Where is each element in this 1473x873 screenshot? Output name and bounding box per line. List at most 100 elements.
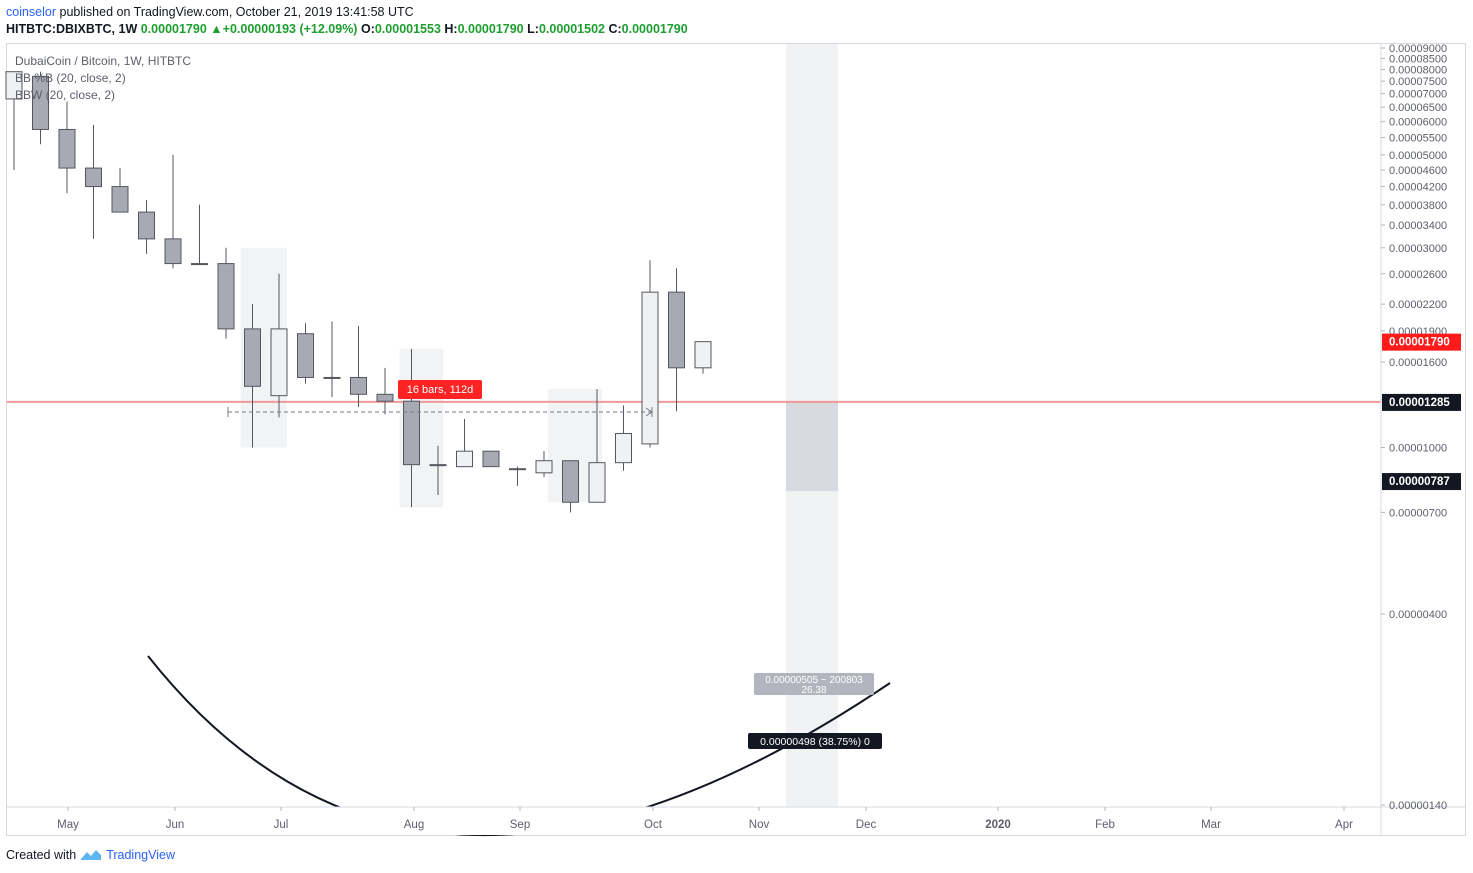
date-range-label: 16 bars, 112d [407, 384, 473, 396]
y-tick-label: 0.00005500 [1389, 133, 1447, 145]
low-value: 0.00001502 [538, 22, 605, 36]
x-tick-label: Jun [166, 819, 185, 831]
y-tick-label: 0.00000400 [1389, 609, 1447, 621]
last-price-badge [1382, 333, 1461, 351]
y-tick-label: 0.00003400 [1389, 220, 1447, 232]
candle [588, 462, 606, 503]
close-value: 0.00001790 [621, 22, 688, 36]
ohlc-line: HITBTC:DBIXBTC, 1W 0.00001790 ▲+0.000001… [6, 22, 688, 36]
x-tick-label: Aug [404, 819, 424, 831]
measure-band [786, 401, 838, 492]
legend-title: DubaiCoin / Bitcoin, 1W, HITBTC [15, 54, 192, 68]
open-value: 0.00001553 [374, 22, 441, 36]
x-tick-label: Oct [644, 819, 663, 831]
candle [244, 328, 261, 387]
time-axis-bg [7, 807, 1381, 835]
measure-bottom-badge [748, 733, 882, 749]
candle [111, 186, 129, 213]
y-tick-label: 0.00004200 [1389, 182, 1447, 194]
date-range-badge [398, 380, 482, 399]
y-tick-label: 0.00008000 [1389, 64, 1447, 76]
author-link[interactable]: coinselor [6, 5, 57, 19]
low-label: L: [527, 22, 539, 36]
x-tick-label: Nov [749, 819, 770, 831]
candle [482, 450, 500, 468]
measure-top-label-2: 26.38 [801, 685, 826, 696]
candle [509, 468, 526, 471]
x-tick-label: Jul [274, 819, 289, 831]
low-price-badge [1382, 473, 1461, 491]
y-tick-label: 0.00005000 [1389, 150, 1447, 162]
tradingview-logo-icon [81, 850, 102, 860]
last-price: 0.00001790 [140, 22, 207, 36]
y-tick-label: 0.00003000 [1389, 243, 1447, 255]
high-value: 0.00001790 [457, 22, 524, 36]
candle [138, 211, 155, 240]
footer-created: Created with [6, 848, 77, 862]
candle [456, 450, 473, 468]
low-price-label: 0.00000787 [1389, 476, 1450, 488]
high-label: H: [444, 22, 458, 36]
candle [5, 71, 23, 100]
candle [376, 393, 394, 402]
y-tick-label: 0.00001000 [1389, 443, 1447, 455]
candle [85, 167, 102, 188]
candle [641, 291, 659, 445]
x-tick-label: Apr [1335, 819, 1353, 831]
candle [270, 328, 288, 397]
candle [297, 333, 314, 378]
last-price-label: 0.00001790 [1389, 337, 1450, 349]
x-tick-label: Sep [510, 819, 530, 831]
close-label: C: [608, 22, 622, 36]
chart-legend: DubaiCoin / Bitcoin, 1W, HITBTC BB %B (2… [15, 53, 191, 104]
candle [668, 291, 685, 369]
date-range-arrow [645, 407, 653, 417]
y-tick-label: 0.00001600 [1389, 357, 1447, 369]
candle [615, 433, 632, 464]
candle [217, 263, 235, 330]
y-tick-label: 0.00006000 [1389, 117, 1447, 129]
y-tick-label: 0.00007000 [1389, 89, 1447, 101]
measure-top-badge [754, 673, 874, 695]
price-change: +0.00000193 (+12.09%) [222, 22, 358, 36]
legend-indicator-bbpb: BB %B (20, close, 2) [15, 71, 126, 85]
y-tick-label: 0.00000140 [1389, 800, 1447, 812]
footer-brand[interactable]: TradingView [106, 848, 175, 862]
candle [323, 376, 341, 379]
candle [403, 400, 420, 466]
up-arrow-icon: ▲ [210, 22, 223, 36]
y-tick-label: 0.00003800 [1389, 200, 1447, 212]
x-tick-label: Mar [1201, 819, 1221, 831]
y-tick-label: 0.00006500 [1389, 102, 1447, 114]
y-tick-label: 0.00002600 [1389, 269, 1447, 281]
y-tick-label: 0.00004600 [1389, 165, 1447, 177]
candle [191, 263, 208, 266]
x-tick-label: 2020 [985, 819, 1011, 831]
symbol-label: HITBTC:DBIXBTC, 1W [6, 22, 138, 36]
hline-price-badge [1382, 393, 1461, 411]
candle [32, 75, 49, 130]
x-tick-label: May [57, 819, 79, 831]
candle [429, 464, 447, 467]
y-tick-label: 0.00002200 [1389, 299, 1447, 311]
x-tick-label: Feb [1095, 819, 1115, 831]
candle [535, 460, 553, 474]
chart-frame [6, 43, 1466, 836]
y-tick-label: 0.00007500 [1389, 76, 1447, 88]
open-label: O: [360, 22, 375, 36]
candle [164, 238, 182, 265]
candle [350, 376, 367, 395]
candle [694, 341, 712, 369]
measure-bottom-label: 0.00000498 (38.75%) 0 [760, 736, 870, 748]
publish-text: published on TradingView.com, October 21… [56, 5, 414, 19]
y-tick-label: 0.00000700 [1389, 507, 1447, 519]
y-tick-label: 0.00009000 [1389, 43, 1447, 55]
candle [58, 128, 76, 169]
publish-line: coinselor published on TradingView.com, … [6, 5, 414, 19]
candle [562, 460, 579, 503]
x-tick-label: Dec [856, 819, 877, 831]
footer: Created with TradingView [6, 848, 175, 862]
y-tick-label: 0.00008500 [1389, 53, 1447, 65]
legend-indicator-bbw: BBW (20, close, 2) [15, 88, 116, 102]
